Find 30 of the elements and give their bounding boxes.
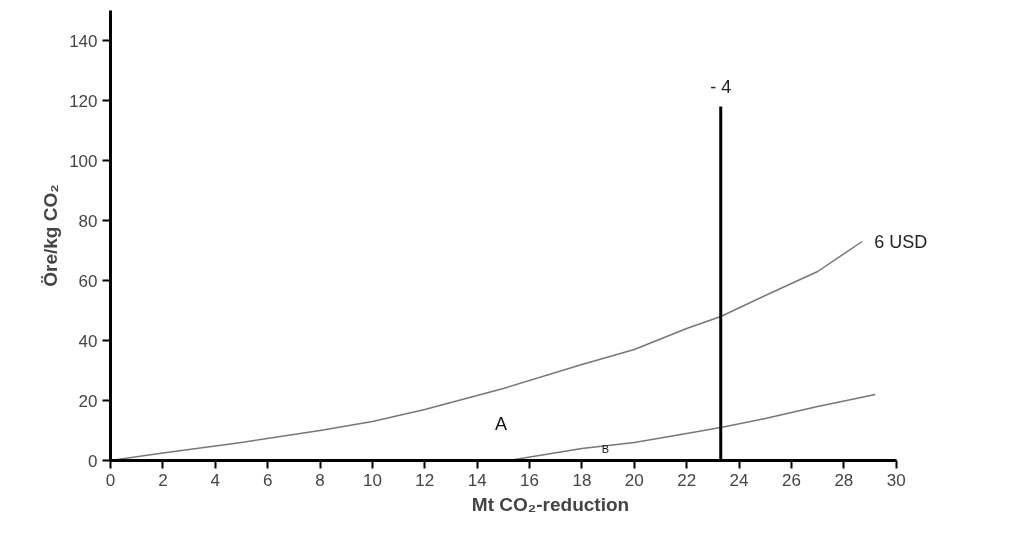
y-tick-label: 120 bbox=[69, 91, 98, 111]
x-tick-label: 0 bbox=[105, 470, 116, 490]
x-tick-label: 24 bbox=[729, 470, 749, 490]
x-tick-label: 6 bbox=[262, 470, 273, 490]
y-tick-label: 40 bbox=[78, 331, 98, 351]
y-axis-title: Öre/kg CO₂ bbox=[40, 184, 62, 287]
x-tick-label: 2 bbox=[158, 470, 168, 490]
y-tick-label: 20 bbox=[78, 391, 98, 411]
x-tick-label: 14 bbox=[467, 470, 487, 490]
x-tick-label: 12 bbox=[415, 470, 435, 490]
x-tick-label: 28 bbox=[834, 470, 854, 490]
x-tick-label: 20 bbox=[624, 470, 644, 490]
x-tick-label: 8 bbox=[315, 470, 325, 490]
y-tick-label: 140 bbox=[69, 31, 98, 51]
x-tick-label: 4 bbox=[210, 470, 220, 490]
annotation: B bbox=[601, 443, 610, 456]
x-tick-label: 30 bbox=[886, 470, 906, 490]
y-tick-label: 60 bbox=[78, 271, 98, 291]
x-axis-title: Mt CO₂-reduction bbox=[471, 493, 630, 515]
y-tick-label: 80 bbox=[78, 211, 98, 231]
x-tick-label: 16 bbox=[520, 470, 540, 490]
x-tick-label: 22 bbox=[677, 470, 697, 490]
x-tick-label: 26 bbox=[782, 470, 801, 490]
series-label: - 4 bbox=[710, 76, 732, 97]
y-tick-label: 0 bbox=[88, 451, 98, 471]
x-tick-label: 10 bbox=[362, 470, 382, 490]
x-tick-label: 18 bbox=[572, 470, 592, 490]
series-label: 6 USD bbox=[874, 231, 928, 252]
annotation: A bbox=[495, 414, 508, 434]
y-tick-label: 100 bbox=[69, 151, 98, 171]
